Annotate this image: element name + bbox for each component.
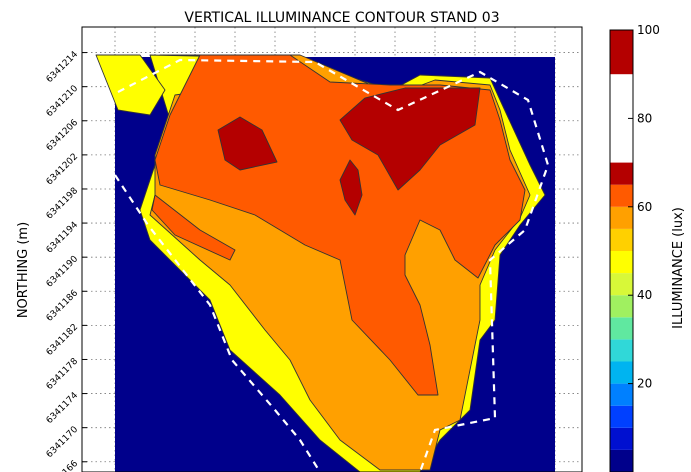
colorbar-band: [610, 295, 633, 318]
y-tick-label: 6341190: [45, 254, 81, 290]
plot-frame: [81, 26, 583, 472]
colorbar-band: [610, 427, 633, 450]
contour-regions: [95, 54, 546, 472]
colorbar-label: ILLUMINANCE (lux): [671, 207, 686, 329]
colorbar-frame: [609, 29, 634, 472]
colorbar-band: [610, 251, 633, 274]
colorbar-band: [610, 317, 633, 340]
contour-band-80: [151, 194, 236, 261]
y-tick-label: 6341170: [45, 425, 81, 461]
y-tick-label: 6341214: [45, 49, 81, 85]
stand-outline: [117, 58, 550, 472]
colorbar-band: [610, 383, 633, 406]
y-tick-label: 6341194: [45, 220, 81, 256]
y-tick-label: 6341198: [45, 186, 81, 222]
plot-area: [82, 27, 582, 472]
y-tick-label: 6341174: [45, 390, 81, 426]
contour-band-90: [339, 87, 481, 191]
colorbar-band: [610, 339, 633, 362]
colorbar-band: [610, 273, 633, 296]
contour-band-90: [217, 116, 278, 171]
colorbar-band: [610, 361, 633, 384]
contour-band-90: [339, 159, 363, 216]
colorbar-tick-label: 80: [637, 111, 652, 125]
colorbar-band: [610, 449, 633, 472]
chart-title: VERTICAL ILLUMINANCE CONTOUR STAND 03: [184, 10, 499, 26]
colorbar-band: [610, 405, 633, 428]
colorbar: 20 40 60 80 100: [609, 23, 660, 472]
colorbar-tick-label: 40: [637, 288, 652, 302]
y-tick-label: 6341178: [45, 356, 81, 392]
colorbar-band: [610, 184, 633, 207]
y-tick-label: 6341166: [45, 459, 81, 472]
y-tick-label: 6341210: [45, 84, 81, 120]
colorbar-tick-label: 20: [637, 377, 652, 391]
colorbar-band: [610, 206, 633, 229]
y-tick-label: 6341182: [45, 322, 80, 357]
colorbar-band: [610, 30, 633, 75]
colorbar-band: [610, 228, 633, 251]
y-axis-label: NORTHING (m): [16, 222, 31, 318]
y-tick-label: 6341206: [45, 118, 81, 154]
y-tick-label: 6341186: [45, 288, 81, 324]
colorbar-tick-label: 60: [637, 200, 652, 214]
stand-outline-west: [114, 174, 321, 472]
y-axis-ticks: 6341166634117063411746341178634118263411…: [45, 49, 87, 472]
colorbar-tick-label: 100: [637, 23, 660, 37]
colorbar-band: [610, 162, 633, 185]
y-tick-label: 6341202: [45, 152, 80, 187]
